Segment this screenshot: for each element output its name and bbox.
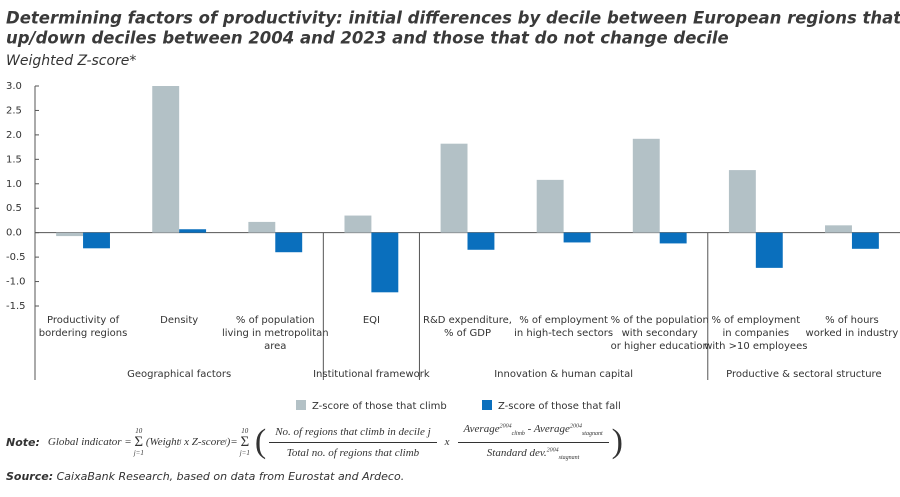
numerator: No. of regions that climb in decile j xyxy=(269,426,437,443)
sum-top: 10 xyxy=(241,427,249,435)
note-text: Z-score xyxy=(191,436,225,448)
note-year: 2004 xyxy=(499,423,512,430)
bar xyxy=(152,86,180,233)
y-tick-label: -1.5 xyxy=(6,301,26,312)
fraction: Average2004climb - Average2004stagnant S… xyxy=(457,423,609,461)
x-tick-label: % of hours xyxy=(825,315,879,326)
bar xyxy=(275,232,303,253)
note-index: climb xyxy=(511,431,525,438)
note-index: stagnant xyxy=(558,454,580,461)
bar xyxy=(179,229,207,233)
x-tick-label: % of population xyxy=(236,315,315,326)
y-tick-label: -0.5 xyxy=(6,252,26,263)
x-tick-label: Productivity of xyxy=(47,315,120,326)
note-text: Average xyxy=(463,423,500,436)
bar xyxy=(56,232,84,237)
denominator: Total no. of regions that climb xyxy=(286,446,420,459)
note-text: - Average xyxy=(527,423,570,436)
source-label: Source: xyxy=(6,470,54,483)
note-index: j xyxy=(179,439,182,445)
sum-bottom: j=1 xyxy=(239,449,250,457)
bar xyxy=(563,232,591,243)
bar xyxy=(755,232,783,268)
note-text: x xyxy=(444,436,450,448)
sum-bottom: j=1 xyxy=(133,449,144,457)
y-tick-label: 2.0 xyxy=(6,130,22,141)
x-tick-label: worked in industry xyxy=(806,328,899,339)
bar xyxy=(825,225,852,233)
fraction: No. of regions that climb in decile j To… xyxy=(269,426,437,459)
note-index: j xyxy=(224,439,227,445)
bar xyxy=(248,221,276,233)
x-tick-label: or higher education xyxy=(611,341,709,352)
x-tick-label: % of the population xyxy=(611,315,709,326)
chart-subtitle: Weighted Z-score* xyxy=(6,53,136,69)
legend-label: Z-score of those that fall xyxy=(498,401,621,412)
bar xyxy=(440,143,468,233)
bar xyxy=(632,138,660,233)
note-year: 2004 xyxy=(569,423,582,430)
legend-swatch xyxy=(296,400,306,410)
x-tick-label: R&D expenditure, xyxy=(423,315,512,326)
y-tick-label: 2.5 xyxy=(6,105,22,116)
bar xyxy=(371,232,399,293)
bar xyxy=(344,215,372,233)
note-text: Global indicator = xyxy=(47,436,132,448)
chart: Determining factors of productivity: ini… xyxy=(6,9,900,412)
y-tick-label: 0.5 xyxy=(6,203,22,214)
x-tick-label: area xyxy=(264,341,286,352)
chart-title: Determining factors of productivity: ini… xyxy=(6,9,900,28)
note-label: Note: xyxy=(6,435,40,449)
y-tick-label: 1.0 xyxy=(6,179,22,190)
group-label: Geographical factors xyxy=(127,369,231,380)
chart-title: up/down deciles between 2004 and 2023 an… xyxy=(6,29,729,48)
note-text: Standard dev. xyxy=(486,446,547,459)
bar xyxy=(83,232,110,249)
source: Source: CaixaBank Research, based on dat… xyxy=(6,470,404,483)
y-tick-label: 1.5 xyxy=(6,154,22,165)
x-tick-label: EQI xyxy=(363,315,380,326)
y-tick-label: -1.0 xyxy=(6,277,26,288)
y-tick-label: 0.0 xyxy=(6,228,22,239)
x-tick-label: % of employment xyxy=(519,315,608,326)
bar xyxy=(728,170,756,233)
legend-label: Z-score of those that climb xyxy=(312,401,447,412)
legend-swatch xyxy=(482,400,492,410)
note-text: x xyxy=(184,436,189,448)
source-text: CaixaBank Research, based on data from E… xyxy=(56,470,405,483)
x-tick-label: with secondary xyxy=(622,328,698,339)
x-tick-label: living in metropolitan xyxy=(222,328,329,339)
note-year: 2004 xyxy=(546,446,559,453)
x-tick-label: with >10 employees xyxy=(704,341,807,352)
x-tick-label: Density xyxy=(160,315,198,326)
group-label: Institutional framework xyxy=(313,369,430,380)
x-tick-label: % of GDP xyxy=(444,328,491,339)
group-label: Productive & sectoral structure xyxy=(726,369,881,380)
x-tick-label: in high-tech sectors xyxy=(514,328,613,339)
bar xyxy=(659,232,687,244)
bar xyxy=(467,232,495,250)
note-text: )= xyxy=(226,436,238,448)
x-tick-label: in companies xyxy=(723,328,790,339)
group-label: Innovation & human capital xyxy=(494,369,633,380)
sum-top: 10 xyxy=(135,427,143,435)
note-index: stagnant xyxy=(581,431,603,438)
denominator: Standard dev.2004stagnant xyxy=(481,443,586,461)
x-tick-label: bordering regions xyxy=(39,328,128,339)
note-text: (Weight xyxy=(145,436,180,448)
numerator: Average2004climb - Average2004stagnant xyxy=(457,423,609,443)
y-tick-label: 3.0 xyxy=(6,81,22,92)
bar xyxy=(851,232,879,249)
bar xyxy=(536,179,564,233)
x-tick-label: % of employment xyxy=(711,315,800,326)
